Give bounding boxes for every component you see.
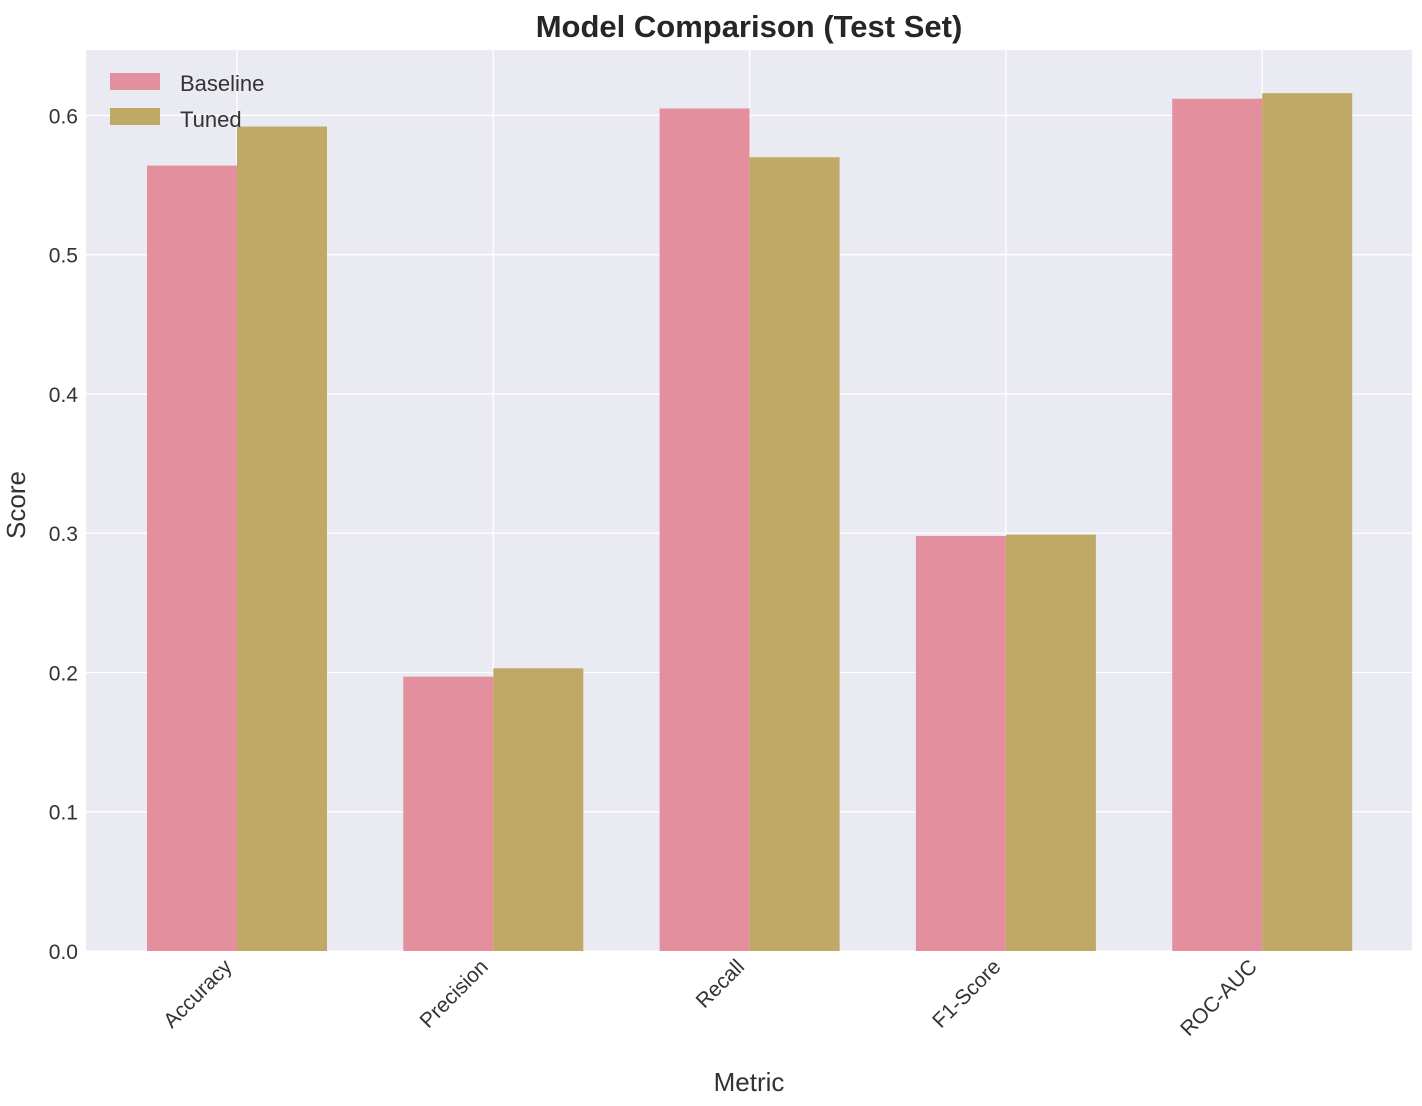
y-tick-label: 0.1 — [49, 802, 78, 825]
x-tick-label: ROC-AUC — [1176, 955, 1262, 1041]
legend: Baseline Tuned — [110, 71, 264, 132]
bar-tuned-accuracy — [237, 126, 327, 951]
bar-baseline-f1-score — [915, 536, 1006, 951]
chart-title: Model Comparison (Test Set) — [536, 9, 963, 44]
y-tick-label: 0.5 — [49, 245, 78, 268]
bar-tuned-f1-score — [1005, 534, 1096, 951]
legend-swatch-tuned — [110, 108, 160, 125]
y-tick-label: 0.3 — [49, 523, 78, 546]
x-axis-label: Metric — [714, 1067, 785, 1097]
legend-label-tuned: Tuned — [180, 107, 242, 132]
bar-baseline-recall — [659, 108, 750, 952]
x-tick-label: F1-Score — [928, 955, 1005, 1032]
legend-label-baseline: Baseline — [180, 71, 264, 96]
y-tick-label: 0.2 — [49, 662, 78, 685]
bar-tuned-roc-auc — [1262, 93, 1353, 951]
bar-baseline-precision — [403, 676, 494, 951]
bars — [147, 93, 1353, 952]
y-axis-label: Score — [1, 471, 31, 539]
x-tick-label: Recall — [692, 955, 750, 1013]
legend-swatch-baseline — [110, 73, 160, 90]
x-axis-ticks: Accuracy Precision Recall F1-Score ROC-AUC — [159, 955, 1262, 1041]
x-tick-label: Accuracy — [159, 955, 237, 1033]
y-tick-label: 0.6 — [49, 105, 78, 128]
x-tick-label: Precision — [415, 955, 492, 1032]
bar-tuned-precision — [493, 668, 584, 951]
y-tick-label: 0.0 — [49, 941, 78, 964]
y-axis-ticks: 0.0 0.1 0.2 0.3 0.4 0.5 0.6 — [49, 105, 79, 964]
bar-baseline-accuracy — [147, 165, 237, 951]
bar-baseline-roc-auc — [1172, 98, 1263, 951]
y-tick-label: 0.4 — [49, 384, 79, 407]
bar-tuned-recall — [749, 157, 840, 951]
